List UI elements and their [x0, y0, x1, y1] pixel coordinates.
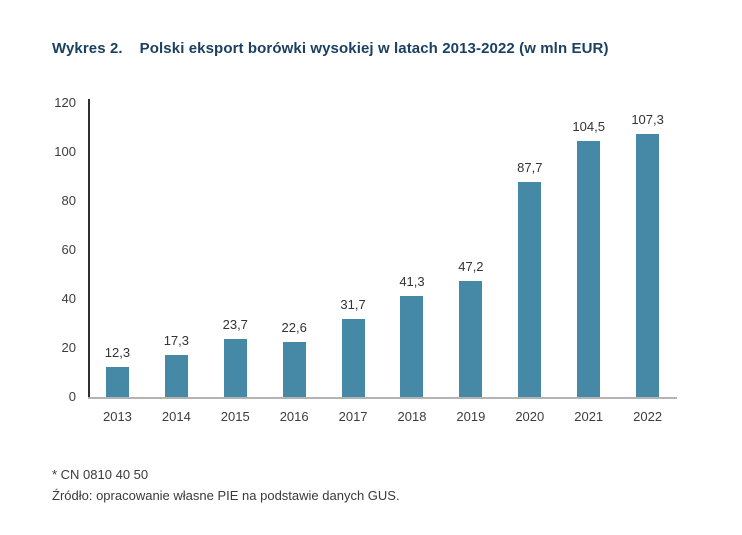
bar-slot: 104,5 — [559, 103, 618, 397]
y-axis-tick-label: 120 — [54, 95, 76, 110]
y-axis-tick-label: 100 — [54, 144, 76, 159]
bar-slot: 47,2 — [441, 103, 500, 397]
footnote-source: Źródło: opracowanie własne PIE na podsta… — [52, 488, 400, 503]
x-axis-tick-label: 2019 — [456, 409, 486, 424]
x-axis-tick-label: 2016 — [279, 409, 309, 424]
x-axis-line — [88, 397, 677, 399]
y-axis-tick-label: 20 — [61, 340, 76, 355]
x-axis-tick-label: 2018 — [397, 409, 427, 424]
bar — [164, 354, 188, 397]
bar-value-label: 104,5 — [572, 118, 605, 134]
bar-value-label: 23,7 — [222, 316, 248, 332]
bar-slot: 17,3 — [147, 103, 206, 397]
bar-value-label: 12,3 — [104, 344, 131, 360]
y-axis-tick-label: 40 — [61, 291, 76, 306]
bar-slot: 41,3 — [383, 103, 442, 397]
x-axis-tick-label: 2014 — [161, 409, 191, 424]
bar-value-label: 87,7 — [517, 160, 543, 176]
y-axis-line — [88, 99, 90, 399]
bar-value-label: 31,7 — [340, 297, 366, 313]
bar — [400, 295, 424, 397]
bar-slot: 107,3 — [618, 103, 677, 397]
chart-title-text: Polski eksport borówki wysokiej w latach… — [139, 40, 609, 57]
bar — [636, 134, 660, 397]
plot-area: 12,3 17,3 23,7 22,6 31,7 41,3 47,2 87,7 104,5 107… — [54, 95, 677, 404]
x-axis-tick-label: 2015 — [220, 409, 250, 424]
footnote-cn-code: * CN 0810 40 50 — [52, 467, 149, 482]
bar — [105, 366, 129, 397]
bar-value-label: 22,6 — [281, 319, 307, 335]
x-axis-tick-label: 2022 — [633, 409, 663, 424]
y-axis-tick-label: 0 — [68, 389, 76, 404]
x-axis-tick-label: 2020 — [515, 409, 545, 424]
bar-slot: 31,7 — [324, 103, 383, 397]
bar-slot: 23,7 — [206, 103, 265, 397]
bar — [577, 140, 601, 397]
bar-value-label: 47,2 — [458, 259, 484, 275]
y-axis-tick-label: 60 — [61, 242, 76, 257]
y-axis-tick-label: 80 — [61, 193, 76, 208]
chart-number-label: Wykres 2. — [52, 40, 123, 57]
bar-slot: 12,3 — [88, 103, 147, 397]
bar — [518, 182, 542, 397]
x-axis-labels: 2013 2014 2015 2016 2017 2018 2019 2020 2021 2022 — [88, 409, 677, 425]
bar-slot: 87,7 — [500, 103, 559, 397]
bar — [282, 341, 306, 397]
bar-chart: 12,3 17,3 23,7 22,6 31,7 41,3 47,2 87,7 104,5 107… — [54, 95, 677, 425]
bar-value-label: 41,3 — [399, 273, 425, 289]
chart-heading: Wykres 2. Polski eksport borówki wysokiej… — [52, 40, 609, 57]
x-axis-tick-label: 2021 — [574, 409, 604, 424]
bars-container: 12,3 17,3 23,7 22,6 31,7 41,3 47,2 87,7 104,5 107… — [88, 103, 677, 397]
bar-slot: 22,6 — [265, 103, 324, 397]
x-axis-tick-label: 2017 — [338, 409, 368, 424]
bar-value-label: 17,3 — [163, 332, 190, 348]
bar — [459, 281, 483, 397]
x-axis-tick-label: 2013 — [102, 409, 132, 424]
bar — [223, 338, 247, 397]
bar — [341, 319, 365, 397]
bar-value-label: 107,3 — [631, 112, 664, 128]
footnotes: * CN 0810 40 50 Źródło: opracowanie włas… — [52, 464, 400, 506]
